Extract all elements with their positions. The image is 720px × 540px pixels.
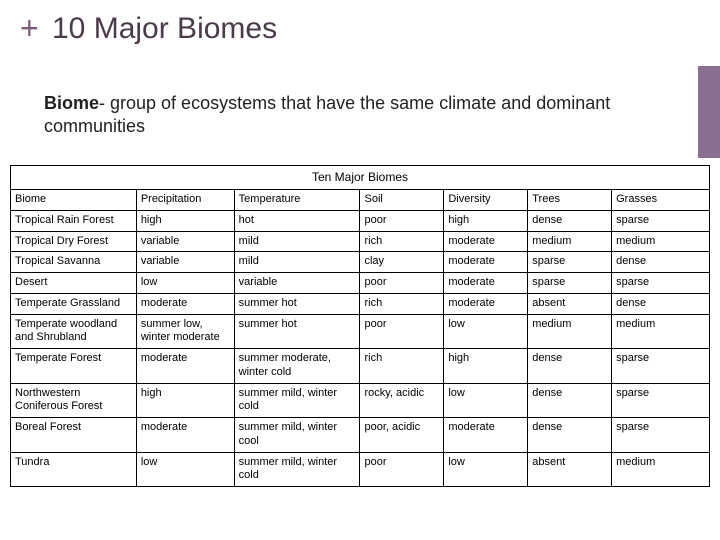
table-cell: Temperate Grassland [11,293,137,314]
table-cell: mild [234,231,360,252]
table-cell: dense [612,252,710,273]
table-cell: sparse [612,349,710,384]
page-title: 10 Major Biomes [52,12,277,46]
table-cell: variable [234,273,360,294]
table-cell: high [444,210,528,231]
table-row: Temperate woodland and Shrublandsummer l… [11,314,710,349]
table-cell: summer moderate, winter cold [234,349,360,384]
table-cell: Temperate Forest [11,349,137,384]
table-cell: Temperate woodland and Shrubland [11,314,137,349]
table-cell: low [444,383,528,418]
table-cell: dense [528,349,612,384]
table-row: Tropical Rain Foresthighhotpoorhighdense… [11,210,710,231]
table-cell: summer hot [234,293,360,314]
table-cell: low [136,452,234,487]
table-cell: clay [360,252,444,273]
definition-rest: - group of ecosystems that have the same… [44,93,610,136]
table-cell: rich [360,293,444,314]
column-header: Trees [528,190,612,211]
table-cell: Boreal Forest [11,418,137,453]
table-row: Temperate Grasslandmoderatesummer hotric… [11,293,710,314]
table-cell: sparse [612,273,710,294]
table-cell: sparse [528,252,612,273]
table-row: Northwestern Coniferous Foresthighsummer… [11,383,710,418]
table-cell: summer mild, winter cool [234,418,360,453]
table-cell: summer mild, winter cold [234,452,360,487]
table-cell: mild [234,252,360,273]
definition-term: Biome [44,93,99,113]
table-cell: rich [360,349,444,384]
column-header: Soil [360,190,444,211]
table-cell: absent [528,293,612,314]
table-cell: medium [612,452,710,487]
table-cell: Desert [11,273,137,294]
table-cell: low [136,273,234,294]
table-cell: poor [360,452,444,487]
table-cell: hot [234,210,360,231]
table-cell: dense [528,383,612,418]
column-header: Grasses [612,190,710,211]
table-row: Tropical Dry Forestvariablemildrichmoder… [11,231,710,252]
table-cell: moderate [136,293,234,314]
table-cell: Tropical Rain Forest [11,210,137,231]
table-cell: Tropical Dry Forest [11,231,137,252]
table-cell: poor [360,210,444,231]
table-cell: poor [360,314,444,349]
table-cell: variable [136,252,234,273]
table-cell: sparse [612,210,710,231]
table-cell: dense [528,418,612,453]
table-cell: medium [528,231,612,252]
biomes-table: Ten Major BiomesBiomePrecipitationTemper… [10,165,710,487]
table-cell: summer mild, winter cold [234,383,360,418]
table-cell: dense [528,210,612,231]
table-cell: absent [528,452,612,487]
table-cell: Tropical Savanna [11,252,137,273]
table-cell: moderate [444,273,528,294]
table-row: Tropical Savannavariablemildclaymoderate… [11,252,710,273]
table-row: Desertlowvariablepoormoderatesparsespars… [11,273,710,294]
table-cell: high [136,383,234,418]
column-header: Biome [11,190,137,211]
table-cell: dense [612,293,710,314]
table-cell: low [444,452,528,487]
table-cell: low [444,314,528,349]
table-cell: medium [612,231,710,252]
table-cell: medium [612,314,710,349]
table-cell: moderate [444,231,528,252]
table-caption: Ten Major Biomes [11,166,710,190]
table-row: Tundralowsummer mild, winter coldpoorlow… [11,452,710,487]
table-cell: rocky, acidic [360,383,444,418]
table-cell: Tundra [11,452,137,487]
table-row: Temperate Forestmoderatesummer moderate,… [11,349,710,384]
table-cell: summer hot [234,314,360,349]
table-cell: Northwestern Coniferous Forest [11,383,137,418]
column-header: Precipitation [136,190,234,211]
table-cell: summer low, winter moderate [136,314,234,349]
table-cell: poor [360,273,444,294]
definition-text: Biome- group of ecosystems that have the… [44,92,680,137]
table-cell: sparse [612,418,710,453]
table-cell: high [136,210,234,231]
table-cell: high [444,349,528,384]
table-cell: variable [136,231,234,252]
column-header: Temperature [234,190,360,211]
table-cell: poor, acidic [360,418,444,453]
table-row: Boreal Forestmoderatesummer mild, winter… [11,418,710,453]
table-cell: moderate [136,418,234,453]
table-cell: sparse [612,383,710,418]
table-cell: medium [528,314,612,349]
table-cell: sparse [528,273,612,294]
accent-sidebar [698,66,720,158]
table-cell: rich [360,231,444,252]
biomes-table-container: Ten Major BiomesBiomePrecipitationTemper… [10,165,710,487]
plus-icon: + [20,10,39,47]
column-header: Diversity [444,190,528,211]
table-cell: moderate [444,293,528,314]
table-cell: moderate [136,349,234,384]
table-cell: moderate [444,252,528,273]
table-cell: moderate [444,418,528,453]
